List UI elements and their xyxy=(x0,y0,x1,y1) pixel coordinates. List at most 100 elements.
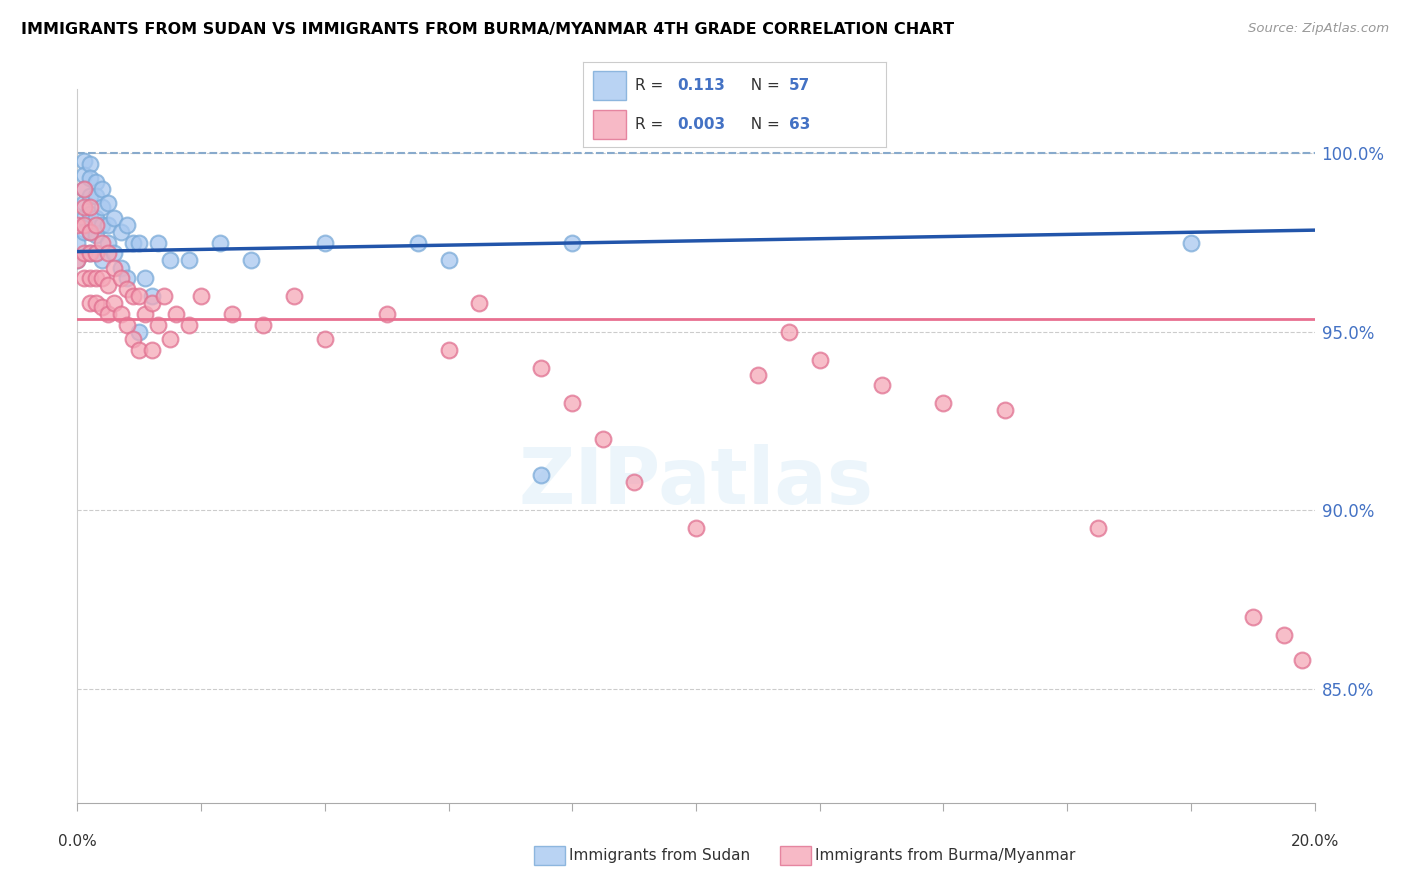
Point xyxy=(437,343,460,357)
Point xyxy=(72,246,94,260)
Point xyxy=(128,325,150,339)
Point xyxy=(128,235,150,250)
Point xyxy=(84,211,107,225)
Point xyxy=(623,475,645,489)
Point xyxy=(1272,628,1295,642)
Bar xyxy=(592,71,626,100)
Point xyxy=(79,225,101,239)
Point xyxy=(66,253,89,268)
Point xyxy=(115,271,138,285)
Point xyxy=(79,296,101,310)
Point xyxy=(72,200,94,214)
Point xyxy=(66,235,89,250)
Point xyxy=(84,296,107,310)
Text: 63: 63 xyxy=(789,117,810,132)
Point xyxy=(221,307,243,321)
Point xyxy=(808,353,831,368)
Point xyxy=(72,153,94,168)
Point xyxy=(128,289,150,303)
Point xyxy=(79,246,101,260)
Bar xyxy=(592,110,626,139)
Point xyxy=(84,218,107,232)
Point xyxy=(128,343,150,357)
Point xyxy=(84,271,107,285)
Point xyxy=(72,218,94,232)
Point xyxy=(66,218,89,232)
Point xyxy=(122,235,145,250)
Point xyxy=(283,289,305,303)
Point xyxy=(72,271,94,285)
Point xyxy=(72,225,94,239)
Point xyxy=(530,467,553,482)
Point xyxy=(177,318,200,332)
Point xyxy=(115,282,138,296)
Text: Immigrants from Sudan: Immigrants from Sudan xyxy=(569,848,751,863)
Point xyxy=(72,168,94,182)
Point xyxy=(110,225,132,239)
Point xyxy=(177,253,200,268)
Point xyxy=(530,360,553,375)
Point xyxy=(103,246,125,260)
Point xyxy=(91,300,114,314)
Point xyxy=(110,271,132,285)
Text: R =: R = xyxy=(636,117,668,132)
Point xyxy=(103,211,125,225)
Point xyxy=(79,157,101,171)
Point xyxy=(994,403,1017,417)
Point xyxy=(79,171,101,186)
Point xyxy=(134,307,156,321)
Point xyxy=(159,253,181,268)
Point xyxy=(468,296,491,310)
Point xyxy=(314,235,336,250)
Text: Source: ZipAtlas.com: Source: ZipAtlas.com xyxy=(1249,22,1389,36)
Point xyxy=(91,200,114,214)
Point xyxy=(1241,610,1264,624)
Text: Immigrants from Burma/Myanmar: Immigrants from Burma/Myanmar xyxy=(815,848,1076,863)
Point xyxy=(97,235,120,250)
Point xyxy=(1180,235,1202,250)
Point xyxy=(1087,521,1109,535)
Point xyxy=(79,200,101,214)
Text: ZIPatlas: ZIPatlas xyxy=(519,443,873,520)
Point xyxy=(91,218,114,232)
Point xyxy=(79,189,101,203)
Point xyxy=(110,307,132,321)
Text: 0.113: 0.113 xyxy=(678,78,725,93)
Point xyxy=(97,246,120,260)
Point xyxy=(79,207,101,221)
Point xyxy=(84,189,107,203)
Point xyxy=(91,253,114,268)
Text: N =: N = xyxy=(741,78,785,93)
Point xyxy=(103,296,125,310)
Point xyxy=(84,175,107,189)
Point xyxy=(97,218,120,232)
Point xyxy=(159,332,181,346)
Point xyxy=(79,271,101,285)
Point xyxy=(561,235,583,250)
Point xyxy=(141,296,163,310)
Point xyxy=(84,228,107,243)
Point xyxy=(122,332,145,346)
Point xyxy=(592,432,614,446)
Text: 20.0%: 20.0% xyxy=(1291,834,1339,849)
Text: 0.003: 0.003 xyxy=(678,117,725,132)
Point xyxy=(153,289,176,303)
Point xyxy=(79,225,101,239)
Point xyxy=(66,253,89,268)
Point xyxy=(72,182,94,196)
Point xyxy=(406,235,429,250)
Point xyxy=(134,271,156,285)
Point xyxy=(84,246,107,260)
Text: 57: 57 xyxy=(789,78,810,93)
Point xyxy=(141,289,163,303)
Point xyxy=(91,271,114,285)
Point xyxy=(84,246,107,260)
Point xyxy=(115,318,138,332)
Point xyxy=(239,253,262,268)
Point xyxy=(91,235,114,250)
Point xyxy=(72,196,94,211)
Text: N =: N = xyxy=(741,117,785,132)
Point xyxy=(141,343,163,357)
Point xyxy=(72,182,94,196)
Point xyxy=(122,289,145,303)
